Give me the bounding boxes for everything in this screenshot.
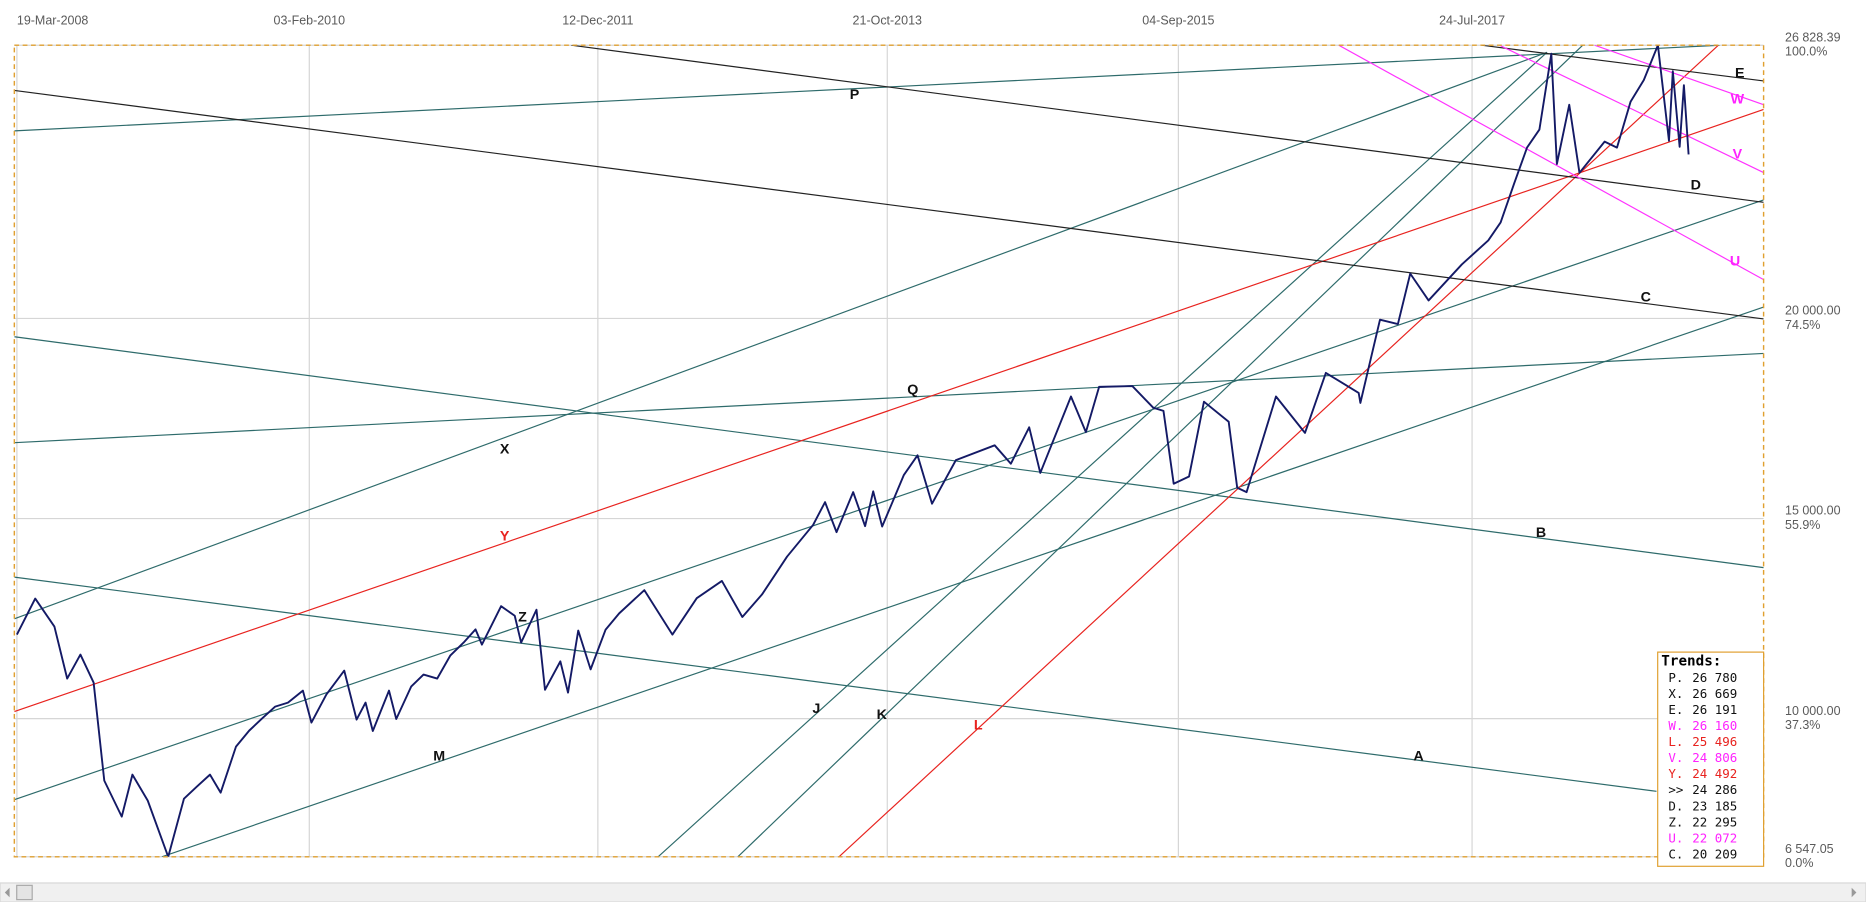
trend-row-value: 22 072: [1692, 830, 1737, 845]
y-tick-label: 6 547.05: [1785, 842, 1834, 856]
scrollbar-track: [0, 882, 1866, 902]
trend-row-label: V.: [1668, 750, 1683, 765]
trend-row-value: 25 496: [1692, 734, 1737, 749]
trend-label: A: [1413, 749, 1423, 765]
trend-row-value: 26 780: [1692, 670, 1737, 685]
trend-row-value: 24 492: [1692, 766, 1737, 781]
trend-row-value: 24 286: [1692, 782, 1737, 797]
trend-label: Z: [518, 609, 527, 625]
trend-label: C: [1641, 289, 1651, 305]
trend-line: [1594, 45, 1764, 106]
scroll-arrow[interactable]: [1851, 887, 1857, 898]
price-line: [16, 45, 1690, 857]
scrollbar-thumb[interactable]: [16, 884, 33, 901]
trend-row-label: Y.: [1668, 766, 1683, 781]
trend-line: [1338, 45, 1764, 281]
y-tick-percent: 100.0%: [1785, 45, 1827, 59]
trend-line: [1481, 45, 1764, 82]
trend-line: [1499, 45, 1764, 174]
plot-border: [13, 44, 1765, 858]
y-tick-label: 20 000.00: [1785, 304, 1841, 318]
trend-line: [14, 51, 1548, 620]
trend-row-value: 26 669: [1692, 686, 1737, 701]
trend-line: [14, 336, 1764, 569]
trend-line: [14, 45, 1720, 132]
scrollbar: [0, 882, 1866, 902]
x-tick-label: 03-Feb-2010: [274, 14, 346, 28]
trend-label: E: [1735, 66, 1745, 82]
trend-label: J: [812, 701, 820, 717]
trend-label: P: [850, 87, 860, 103]
trend-line: [14, 108, 1764, 713]
trend-row-label: U.: [1668, 830, 1683, 845]
trend-row-label: P.: [1668, 670, 1683, 685]
trends-box: [1657, 651, 1765, 867]
y-tick-label: 10 000.00: [1785, 704, 1841, 718]
trend-row-value: 26 191: [1692, 702, 1737, 717]
scroll-arrow[interactable]: [4, 887, 10, 898]
trend-row-value: 22 295: [1692, 814, 1737, 829]
x-tick-label: 12-Dec-2011: [562, 14, 633, 28]
y-tick-percent: 0.0%: [1785, 856, 1813, 870]
trend-row-label: >>: [1668, 782, 1683, 797]
trend-row-label: E.: [1668, 702, 1683, 717]
trend-line: [14, 576, 1657, 792]
trend-label: V: [1733, 146, 1743, 162]
x-tick-label: 04-Sep-2015: [1142, 14, 1214, 28]
x-tick-label: 19-Mar-2008: [17, 14, 89, 28]
trends-panel: [1657, 651, 1765, 867]
trend-label: D: [1691, 177, 1701, 193]
trend-row-label: L.: [1668, 734, 1683, 749]
trend-line: [14, 352, 1764, 444]
trend-label: X: [500, 442, 510, 458]
trend-row-value: 20 209: [1692, 846, 1737, 861]
trend-row-label: W.: [1668, 718, 1683, 733]
trend-label: Q: [907, 382, 918, 398]
trend-label: K: [877, 707, 888, 723]
trends-table: Trends:P. 26 780 X. 26 669 E. 26 191 W. 26 160 L…: [1661, 654, 1737, 862]
trend-label: W: [1731, 92, 1745, 108]
trend-label: M: [433, 749, 445, 765]
x-tick-label: 21-Oct-2013: [853, 14, 922, 28]
trend-row-value: 26 160: [1692, 718, 1737, 733]
trend-line: [657, 51, 1548, 857]
y-tick-percent: 37.3%: [1785, 718, 1820, 732]
trend-line: [737, 45, 1584, 857]
trend-label: B: [1536, 525, 1546, 541]
trend-row-label: X.: [1668, 686, 1683, 701]
x-tick-label: 24-Jul-2017: [1439, 14, 1505, 28]
trend-label: U: [1730, 254, 1740, 270]
trend-label: Y: [500, 528, 510, 544]
trend-label: L: [974, 718, 983, 734]
trend-row-label: Z.: [1668, 814, 1683, 829]
y-tick-label: 15 000.00: [1785, 504, 1841, 518]
y-tick-percent: 55.9%: [1785, 518, 1820, 532]
y-tick-percent: 74.5%: [1785, 318, 1820, 332]
y-tick-label: 26 828.39: [1785, 30, 1841, 44]
trend-row-label: D.: [1668, 798, 1683, 813]
trend-row-label: C.: [1668, 846, 1683, 861]
trend-line: [571, 45, 1764, 203]
trend-line: [14, 89, 1764, 320]
price-layer: [16, 45, 1690, 857]
trends-title: Trends:: [1661, 654, 1721, 670]
trend-line: [838, 45, 1719, 857]
trend-row-value: 23 185: [1692, 798, 1737, 813]
labels: 19-Mar-2008 03-Feb-2010 12-Dec-2011 21-Oct-…: [17, 14, 1841, 871]
trend-row-value: 24 806: [1692, 750, 1737, 765]
